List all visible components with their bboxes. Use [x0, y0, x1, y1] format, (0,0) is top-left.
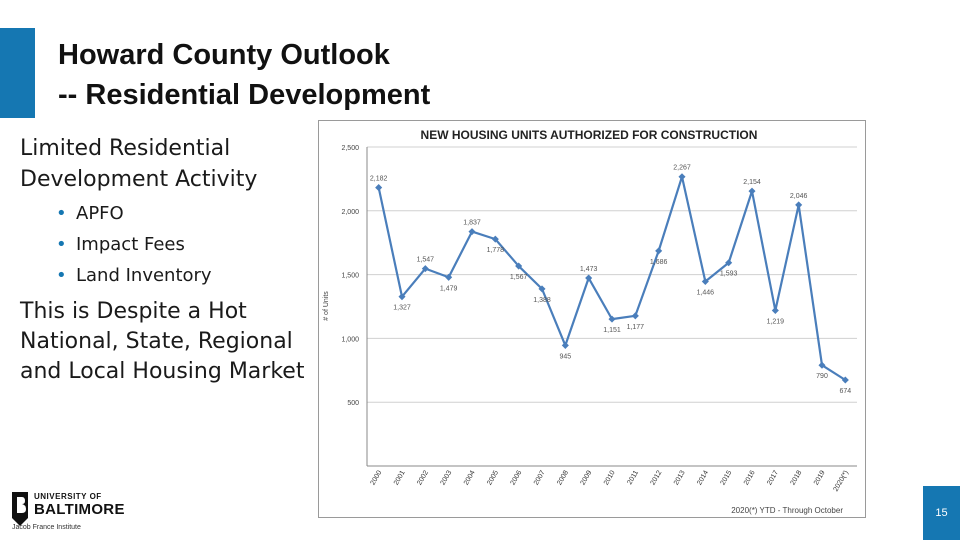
- x-tick-label: 2006: [510, 469, 524, 486]
- x-tick-label: 2014: [696, 469, 710, 486]
- data-label: 2,182: [370, 176, 388, 183]
- data-label: 674: [839, 388, 851, 395]
- data-point: [678, 173, 686, 181]
- y-tick-label: 1,500: [341, 273, 359, 280]
- data-label: 1,151: [603, 327, 621, 334]
- paragraph-hot-market: This is Despite a Hot National, State, R…: [20, 299, 305, 384]
- y-tick-label: 2,000: [341, 209, 359, 216]
- ub-logo-icon: [12, 492, 28, 526]
- data-point: [818, 361, 826, 369]
- x-tick-label: 2001: [393, 469, 407, 486]
- data-label: 1,446: [697, 289, 715, 296]
- housing-units-chart: NEW HOUSING UNITS AUTHORIZED FOR CONSTRU…: [318, 120, 866, 518]
- x-tick-label: 2016: [743, 469, 757, 486]
- chart-footnote: 2020(*) YTD - Through October: [731, 506, 843, 515]
- title-line-1: Howard County Outlook: [58, 39, 390, 71]
- data-label: 1,327: [393, 305, 411, 312]
- data-point: [771, 306, 779, 314]
- x-tick-label: 2011: [626, 469, 640, 486]
- data-label: 1,388: [533, 297, 551, 304]
- data-label: 1,686: [650, 259, 668, 266]
- data-label: 1,837: [463, 220, 481, 227]
- data-label: 1,177: [627, 324, 645, 331]
- x-tick-label: 2003: [440, 469, 454, 486]
- slide-title: Howard County Outlook -- Residential Dev…: [58, 35, 430, 115]
- data-label: 790: [816, 373, 828, 380]
- x-tick-label: 2013: [673, 469, 687, 486]
- data-point: [748, 187, 756, 195]
- data-label: 1,219: [767, 318, 785, 325]
- data-point: [795, 201, 803, 209]
- logo-text-baltimore: BALTIMORE: [34, 501, 125, 518]
- data-point: [491, 235, 499, 243]
- data-point: [375, 184, 383, 192]
- data-point: [841, 376, 849, 384]
- data-label: 2,154: [743, 179, 761, 186]
- bullet-item-apfo: APFO: [56, 198, 212, 229]
- chart-series: 2,182 1,327 1,547 1,479 1,837 1,778 1,567 1,388…: [370, 165, 851, 395]
- data-label: 2,046: [790, 193, 808, 200]
- data-point: [631, 312, 639, 320]
- data-point: [538, 285, 546, 293]
- x-tick-label: 2005: [486, 469, 500, 486]
- chart-canvas: NEW HOUSING UNITS AUTHORIZED FOR CONSTRU…: [323, 128, 857, 515]
- bullet-list: APFO Impact Fees Land Inventory: [56, 198, 212, 291]
- data-label: 1,778: [487, 247, 505, 254]
- x-tick-label: 2020(*): [833, 470, 851, 493]
- chart-title: NEW HOUSING UNITS AUTHORIZED FOR CONSTRU…: [421, 128, 758, 142]
- university-of-baltimore-logo: UNIVERSITY OF BALTIMORE Jacob France Ins…: [12, 492, 125, 536]
- x-tick-label: 2017: [766, 469, 780, 486]
- paragraph-limited-development: Limited Residential Development Activity: [20, 136, 258, 192]
- y-tick-label: 500: [347, 400, 359, 407]
- logo-text-university-of: UNIVERSITY OF: [34, 492, 102, 501]
- x-tick-label: 2000: [370, 469, 384, 486]
- data-label: 1,479: [440, 285, 458, 292]
- data-point: [655, 247, 663, 255]
- data-point: [608, 315, 616, 323]
- x-tick-label: 2002: [416, 469, 430, 486]
- x-tick-label: 2015: [720, 469, 734, 486]
- chart-y-axis-label: # of Units: [323, 291, 330, 321]
- data-label: 945: [559, 353, 571, 360]
- data-label: 1,473: [580, 266, 598, 273]
- x-tick-label: 2018: [790, 469, 804, 486]
- y-tick-label: 2,500: [341, 145, 359, 152]
- data-label: 1,547: [417, 257, 435, 264]
- y-tick-label: 1,000: [341, 336, 359, 343]
- data-point: [468, 228, 476, 236]
- x-tick-label: 2019: [813, 469, 827, 486]
- x-tick-label: 2010: [603, 469, 617, 486]
- x-tick-label: 2012: [650, 469, 664, 486]
- bullet-item-land-inventory: Land Inventory: [56, 260, 212, 291]
- data-point: [398, 293, 406, 301]
- data-label: 2,267: [673, 165, 691, 172]
- x-tick-label: 2009: [580, 469, 594, 486]
- x-tick-label: 2008: [556, 469, 570, 486]
- page-number: 15: [923, 486, 960, 540]
- title-line-2: -- Residential Development: [58, 79, 431, 111]
- bullet-item-impact-fees: Impact Fees: [56, 229, 212, 260]
- logo-text-institute: Jacob France Institute: [12, 524, 81, 531]
- x-tick-label: 2007: [533, 469, 547, 486]
- data-label: 1,567: [510, 274, 528, 281]
- title-accent-bar: [0, 28, 35, 118]
- x-tick-label: 2004: [463, 469, 477, 486]
- data-point: [561, 341, 569, 349]
- data-label: 1,593: [720, 271, 738, 278]
